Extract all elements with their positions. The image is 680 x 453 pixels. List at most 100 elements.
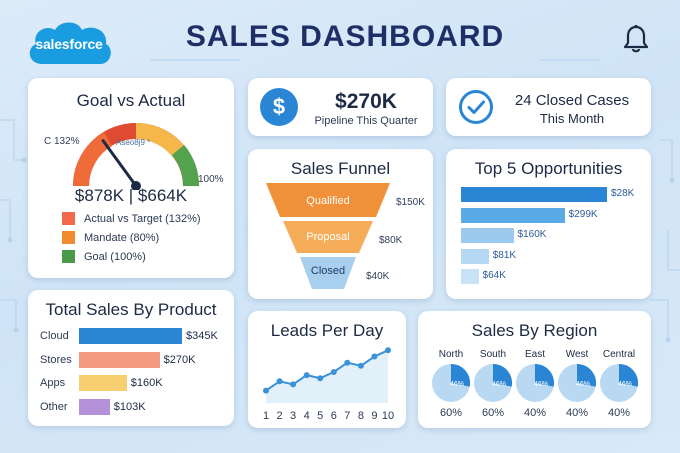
product-bar[interactable] bbox=[79, 375, 127, 391]
sales-by-region-card: Sales By Region North 46% 60% South 46% 60% Ea… bbox=[418, 311, 651, 428]
sales-funnel-card: Sales Funnel Qualified Proposal Closed $… bbox=[248, 149, 433, 299]
opportunity-bar[interactable] bbox=[461, 228, 514, 243]
region-pie-slice bbox=[493, 363, 513, 387]
product-bar[interactable] bbox=[79, 328, 182, 344]
region-pie[interactable]: 46% bbox=[473, 363, 513, 403]
gauge-left-label: C 132% bbox=[44, 136, 80, 147]
logo-text: salesforce bbox=[35, 36, 103, 52]
closed-cases-title: 24 Closed Cases bbox=[514, 92, 630, 109]
leads-point[interactable] bbox=[371, 353, 378, 360]
gauge-right-label: 100% bbox=[198, 174, 224, 185]
opportunity-value-label: $299K bbox=[568, 208, 598, 220]
leads-point[interactable] bbox=[290, 381, 297, 388]
goal-vs-actual-title: Goal vs Actual bbox=[76, 91, 186, 110]
region-pie[interactable]: 46% bbox=[431, 363, 471, 403]
funnel-stage-value: $80K bbox=[379, 235, 403, 246]
region-pie-slice bbox=[535, 363, 555, 387]
region-pie-inner-label: 46% bbox=[450, 381, 464, 388]
funnel-stage-qualified bbox=[266, 183, 390, 217]
closed-cases-subtitle: This Month bbox=[539, 111, 605, 126]
leads-point[interactable] bbox=[317, 375, 324, 382]
region-share-label: 40% bbox=[523, 407, 547, 419]
product-category-label: Other bbox=[40, 400, 68, 413]
region-pie-inner-label: 46% bbox=[618, 381, 632, 388]
region-pie[interactable]: 46% bbox=[515, 363, 555, 403]
sales-by-product-title: Total Sales By Product bbox=[45, 300, 217, 319]
region-pie[interactable]: 46% bbox=[599, 363, 639, 403]
legend-swatch bbox=[62, 231, 75, 244]
salesforce-logo bbox=[29, 22, 111, 64]
sales-by-product-card: Total Sales By Product Cloud $345K Stores $… bbox=[28, 290, 234, 426]
closed-cases-card: 24 Closed Cases This Month bbox=[446, 78, 651, 136]
opportunity-bar[interactable] bbox=[461, 269, 479, 284]
leads-x-tick-label: 6 bbox=[331, 410, 337, 422]
leads-point[interactable] bbox=[385, 347, 391, 354]
pipeline-card: $ $270K Pipeline This Quarter bbox=[248, 78, 433, 136]
region-share-label: 40% bbox=[565, 407, 589, 419]
leads-point[interactable] bbox=[344, 359, 351, 366]
leads-point[interactable] bbox=[357, 362, 364, 369]
funnel-stage-name: Proposal bbox=[306, 231, 350, 243]
sales-funnel-title: Sales Funnel bbox=[290, 159, 391, 178]
dollar-icon: $ bbox=[260, 88, 298, 126]
opportunity-value-label: $81K bbox=[492, 249, 517, 261]
opportunity-bar[interactable] bbox=[461, 187, 607, 202]
region-pie-inner-label: 46% bbox=[492, 381, 506, 388]
region-name: West bbox=[565, 349, 589, 360]
leads-per-day-card: Leads Per Day 1 2 3 4 5 6 7 8 9 10 bbox=[248, 311, 406, 428]
product-value-label: $103K bbox=[113, 400, 146, 413]
goal-gauge bbox=[73, 123, 200, 190]
funnel-stage-value: $40K bbox=[366, 271, 390, 282]
leads-area bbox=[266, 350, 388, 403]
gauge-needle bbox=[101, 139, 138, 188]
bell-icon[interactable] bbox=[623, 24, 649, 54]
leads-x-tick-label: 3 bbox=[290, 410, 296, 422]
pipeline-value: $270K bbox=[335, 90, 397, 113]
leads-point[interactable] bbox=[330, 369, 337, 375]
funnel-stage-proposal bbox=[283, 221, 373, 253]
goal-vs-actual-card: Goal vs Actual C 132% Aseo8j9 * 100% $87… bbox=[28, 78, 234, 278]
opportunity-bar[interactable] bbox=[461, 248, 489, 264]
legend-label: Mandate (80%) bbox=[84, 231, 160, 244]
funnel-stage-name: Qualified bbox=[306, 195, 350, 207]
region-pie-inner-label: 46% bbox=[576, 381, 590, 388]
pipeline-label: Pipeline This Quarter bbox=[314, 115, 418, 127]
leads-x-tick-label: 8 bbox=[358, 410, 364, 422]
leads-x-tick-label: 2 bbox=[277, 410, 283, 422]
product-value-label: $270K bbox=[163, 353, 196, 366]
opportunity-bar[interactable] bbox=[461, 207, 565, 223]
leads-point[interactable] bbox=[276, 378, 283, 385]
legend-swatch bbox=[62, 212, 75, 225]
leads-x-tick-label: 10 bbox=[382, 410, 394, 422]
funnel-stage-value: $150K bbox=[396, 197, 425, 208]
sales-by-region-title: Sales By Region bbox=[471, 321, 598, 340]
gauge-marker-label: Aseo8j9 * bbox=[116, 138, 151, 147]
leads-x-tick-label: 7 bbox=[344, 410, 350, 422]
region-share-label: 60% bbox=[439, 407, 463, 419]
product-bar[interactable] bbox=[79, 398, 110, 415]
gauge-legend-item: Goal (100%) bbox=[62, 250, 146, 263]
opportunity-value-label: $28K bbox=[611, 188, 635, 199]
product-bar[interactable] bbox=[79, 351, 160, 368]
region-share-label: 40% bbox=[607, 407, 631, 419]
region-pie-slice bbox=[451, 363, 471, 387]
check-circle-icon bbox=[459, 90, 493, 124]
leads-per-day-title: Leads Per Day bbox=[270, 321, 384, 340]
product-category-label: Cloud bbox=[40, 330, 69, 342]
product-category-label: Apps bbox=[40, 377, 66, 389]
region-pie[interactable]: 46% bbox=[557, 363, 597, 403]
legend-label: Goal (100%) bbox=[84, 250, 146, 263]
gauge-legend-item: Mandate (80%) bbox=[62, 231, 159, 244]
leads-point[interactable] bbox=[263, 387, 269, 394]
region-pie-inner-label: 46% bbox=[534, 381, 548, 388]
funnel-stage-closed bbox=[300, 257, 356, 289]
leads-point[interactable] bbox=[303, 372, 310, 379]
funnel-stage-name: Closed bbox=[310, 265, 346, 277]
top-opportunities-card: Top 5 Opportunities $28K $299K $160K $81K $6… bbox=[446, 149, 651, 299]
region-name: Central bbox=[602, 349, 636, 360]
legend-label: Actual vs Target (132%) bbox=[84, 212, 201, 225]
product-category-label: Stores bbox=[40, 353, 72, 366]
region-pie-slice bbox=[619, 363, 639, 387]
leads-x-tick-label: 5 bbox=[317, 410, 323, 422]
